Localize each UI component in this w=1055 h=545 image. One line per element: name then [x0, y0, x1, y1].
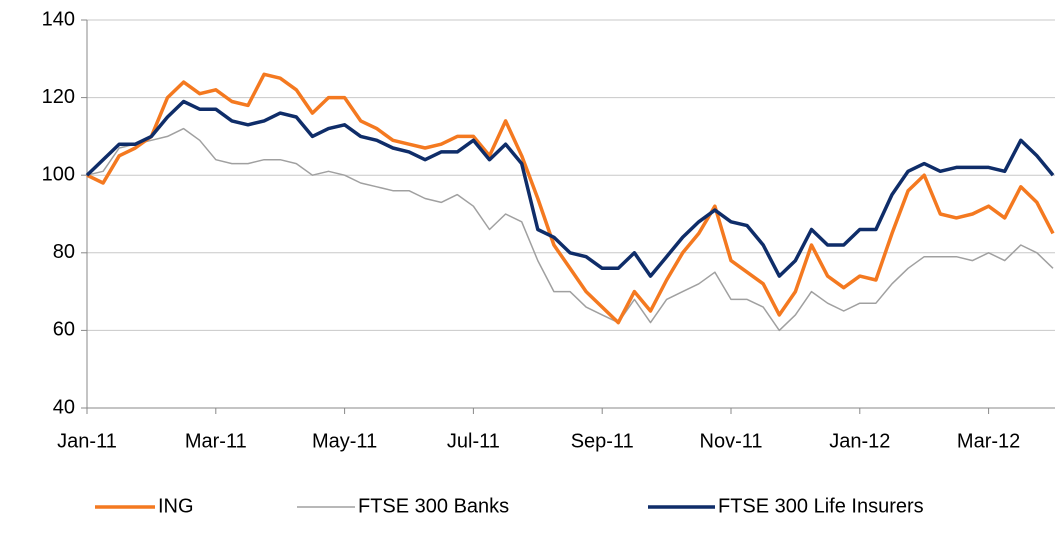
- y-tick-label: 80: [53, 241, 75, 263]
- legend-label: FTSE 300 Life Insurers: [718, 495, 924, 517]
- x-tick-label: Jul-11: [447, 430, 500, 452]
- x-tick-label: Mar-12: [957, 430, 1020, 452]
- x-tick-label: Nov-11: [700, 430, 763, 452]
- series-line: [85, 99, 1055, 278]
- y-tick-label: 140: [42, 8, 75, 30]
- legend-label: FTSE 300 Banks: [358, 495, 509, 517]
- x-tick-label: Sep-11: [571, 430, 634, 452]
- x-tick-label: Jan-12: [829, 430, 890, 452]
- y-tick-label: 120: [42, 86, 75, 108]
- x-tick-label: Jan-11: [57, 430, 117, 452]
- series-line: [86, 127, 1054, 332]
- y-tick-label: 60: [53, 319, 75, 341]
- series-line: [86, 72, 1055, 325]
- x-tick-label: May-11: [312, 430, 377, 452]
- y-tick-label: 100: [42, 163, 75, 185]
- x-tick-label: Mar-11: [185, 430, 247, 452]
- y-tick-label: 40: [53, 396, 75, 418]
- legend-label: ING: [158, 495, 194, 517]
